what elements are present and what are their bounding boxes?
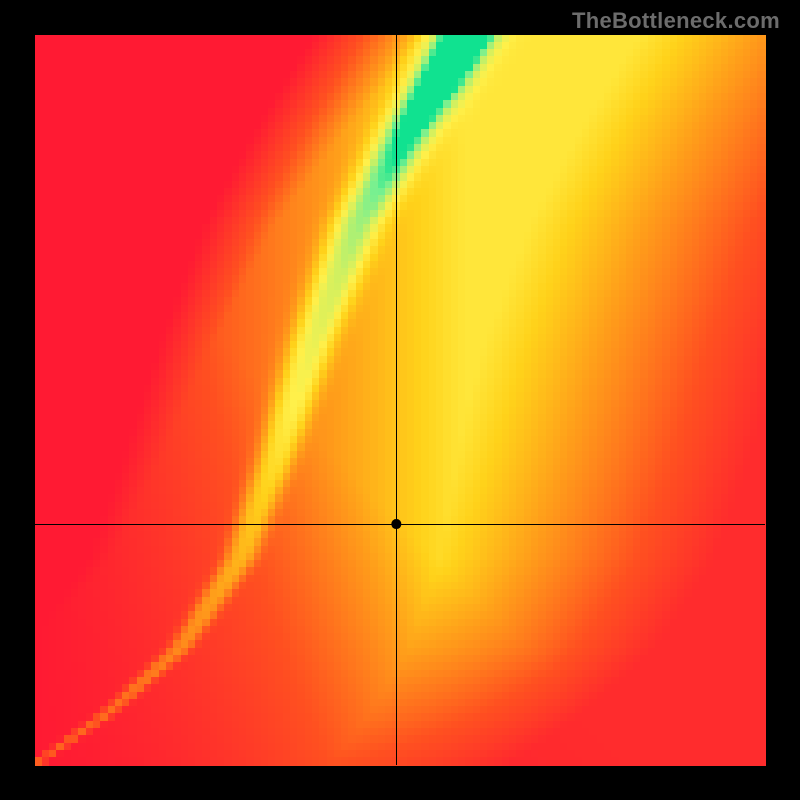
chart-container: TheBottleneck.com (0, 0, 800, 800)
bottleneck-heatmap (0, 0, 800, 800)
watermark-label: TheBottleneck.com (572, 8, 780, 34)
